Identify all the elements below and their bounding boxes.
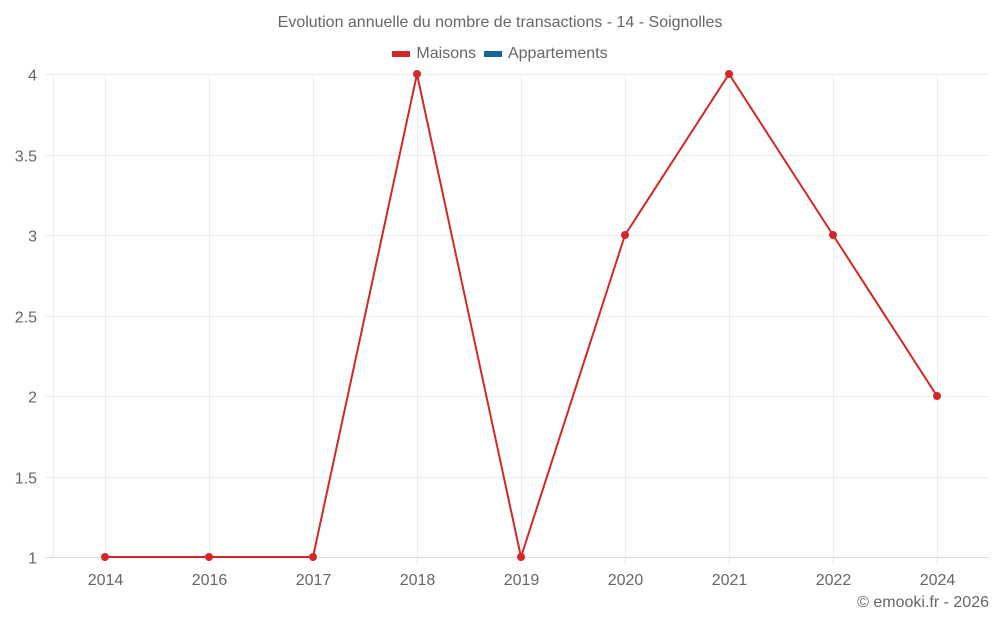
y-tick-label: 3.5	[15, 149, 37, 166]
grid-lines	[45, 74, 989, 565]
series-maisons	[101, 70, 941, 561]
data-point[interactable]	[309, 553, 317, 561]
x-tick-label: 2020	[608, 572, 644, 589]
y-tick-label: 2.5	[15, 310, 37, 327]
x-tick-label: 2019	[504, 572, 540, 589]
x-tick-label: 2022	[816, 572, 852, 589]
chart-legend: Maisons Appartements	[0, 45, 1000, 63]
data-point[interactable]	[725, 70, 733, 78]
y-tick-label: 1.5	[15, 471, 37, 488]
x-tick-label: 2016	[192, 572, 228, 589]
y-tick-label: 1	[28, 551, 37, 568]
data-point[interactable]	[517, 553, 525, 561]
y-axis: 1 1.5 2 2.5 3 3.5 4	[15, 68, 37, 568]
data-point[interactable]	[101, 553, 109, 561]
credit-text: © emooki.fr - 2026	[857, 594, 989, 611]
y-tick-label: 2	[28, 390, 37, 407]
data-point[interactable]	[933, 392, 941, 400]
legend-swatch-maisons	[392, 51, 411, 57]
legend-swatch-appartements	[483, 51, 502, 57]
data-point[interactable]	[205, 553, 213, 561]
x-tick-label: 2021	[712, 572, 748, 589]
data-point[interactable]	[621, 231, 629, 239]
legend-item-appartements[interactable]: Appartements	[483, 45, 608, 63]
x-axis: 2014 2016 2017 2018 2019 2020 2021 2022 2024	[88, 572, 956, 589]
x-tick-label: 2018	[400, 572, 436, 589]
legend-label-appartements: Appartements	[507, 45, 608, 62]
legend-label-maisons: Maisons	[416, 45, 476, 62]
x-tick-label: 2017	[296, 572, 332, 589]
legend-item-maisons[interactable]: Maisons	[392, 45, 476, 63]
x-tick-label: 2014	[88, 572, 124, 589]
y-tick-label: 3	[28, 229, 37, 246]
x-tick-label: 2024	[920, 572, 956, 589]
data-point[interactable]	[829, 231, 837, 239]
chart-title: Evolution annuelle du nombre de transact…	[277, 14, 723, 31]
data-point[interactable]	[413, 70, 421, 78]
y-tick-label: 4	[28, 68, 37, 85]
